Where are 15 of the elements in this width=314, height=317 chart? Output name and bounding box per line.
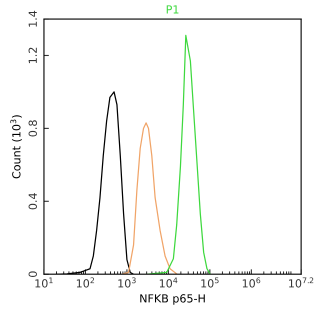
y-axis-title: Count (10$^{3}$) <box>10 115 22 178</box>
x-axis-title: NFKB p65-H <box>140 294 205 305</box>
x-tick-label: 10$^{4}$ <box>160 278 178 288</box>
y-tick-label: 0 <box>28 271 37 278</box>
x-tick-label: 10$^{5}$ <box>201 278 219 288</box>
x-tick-label: 10$^{2}$ <box>76 277 94 288</box>
y-tick-label: 1.2 <box>28 48 37 64</box>
y-tick-label: 0.4 <box>28 193 37 210</box>
chart-title: P1 <box>166 5 178 14</box>
y-tick-label: 0.8 <box>28 120 37 136</box>
x-tick-label: 10$^{6}$ <box>242 277 260 288</box>
x-tick-label: 10$^{1}$ <box>35 278 53 288</box>
x-tick-label: 10$^{3}$ <box>118 277 136 288</box>
x-tick-label: 10$^{7.2}$ <box>289 277 314 288</box>
y-tick-label: 1.4 <box>28 10 37 27</box>
